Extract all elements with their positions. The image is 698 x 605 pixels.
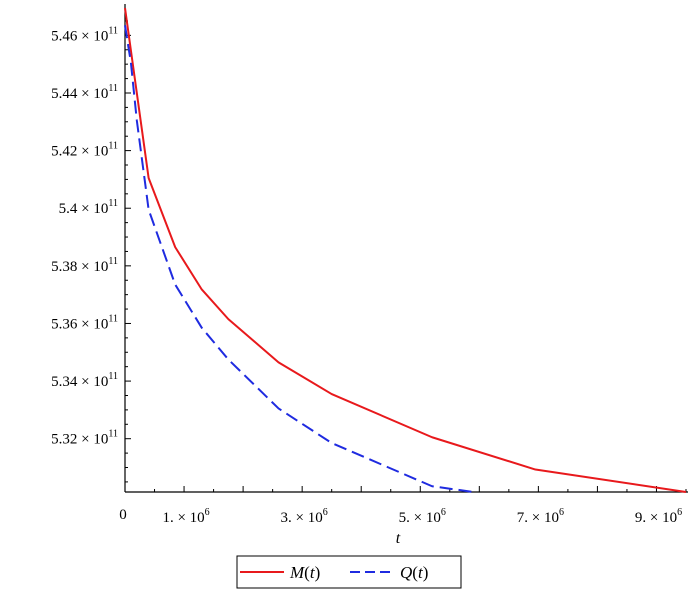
x-axis-title: t — [396, 530, 401, 547]
y-tick-label: 5.36 × 1011 — [51, 313, 118, 332]
x-tick-label: 1. × 106 — [162, 507, 209, 526]
legend: M(t) Q(t) — [236, 555, 462, 589]
y-tick-label: 5.44 × 1011 — [51, 83, 118, 102]
plot-series — [124, 7, 687, 493]
y-tick-label: 5.34 × 1011 — [51, 371, 118, 390]
x-tick-label: 7. × 106 — [517, 507, 564, 526]
y-tick-label: 5.42 × 1011 — [51, 141, 118, 160]
legend-q-label: Q(t) — [400, 563, 428, 582]
x-tick-label: 3. × 106 — [281, 507, 328, 526]
x-tick-label: 5. × 106 — [399, 507, 446, 526]
y-tick-label: 5.46 × 1011 — [51, 25, 118, 44]
y-tick-label: 5.32 × 1011 — [51, 429, 118, 448]
tick-labels: 5.32 × 1011 5.34 × 1011 5.36 × 1011 5.38 × … — [51, 25, 682, 547]
y-tick-label: 5.4 × 1011 — [59, 198, 118, 217]
axes — [124, 4, 688, 493]
series-line-mt — [124, 7, 687, 493]
series-line-qt — [124, 25, 474, 493]
x-tick-label: 9. × 106 — [635, 507, 682, 526]
y-tick-label: 5.38 × 1011 — [51, 256, 118, 275]
legend-m-label: M(t) — [289, 563, 320, 582]
x-origin-label: 0 — [119, 507, 127, 523]
